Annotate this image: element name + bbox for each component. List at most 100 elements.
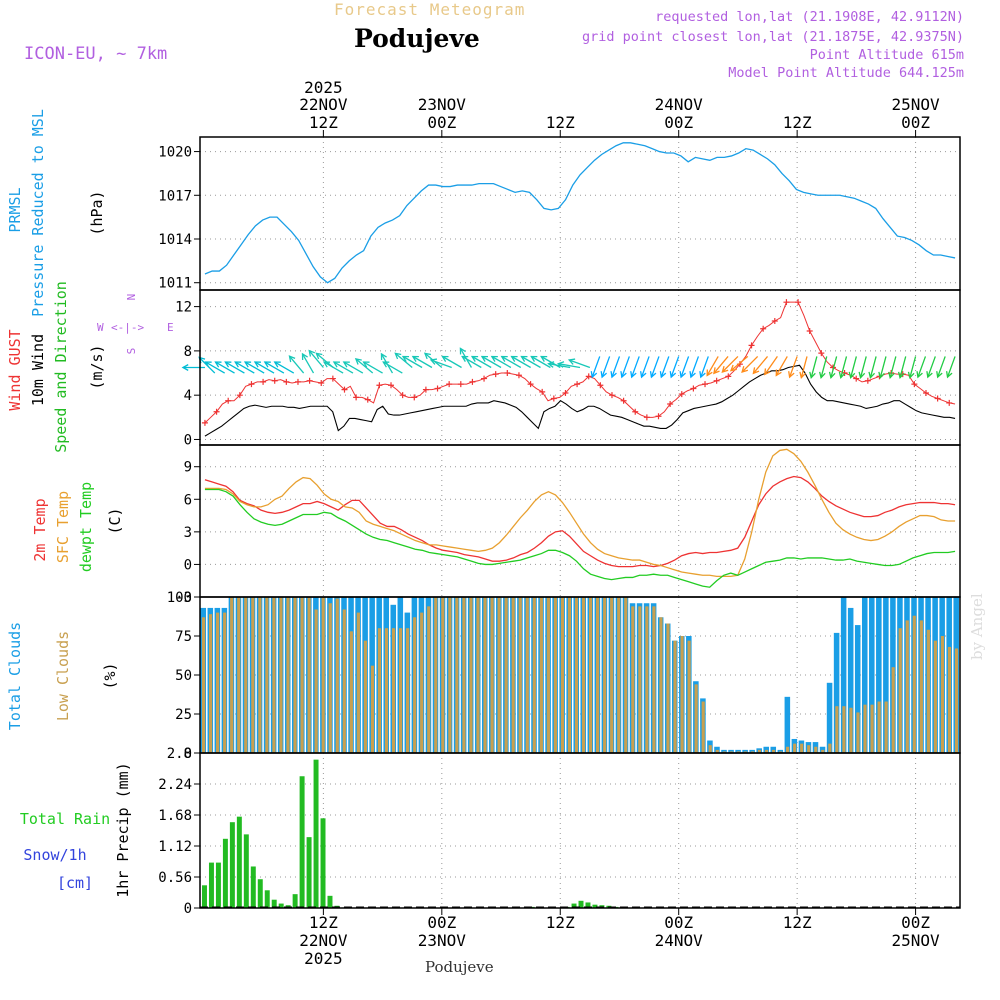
gust-marker bbox=[562, 389, 569, 396]
bottom-hour-label: 12Z bbox=[309, 913, 338, 932]
gust-line bbox=[204, 301, 956, 424]
top-hour-label: 00Z bbox=[427, 113, 456, 132]
cloud-low-bar bbox=[680, 636, 684, 753]
rain-bar bbox=[292, 894, 298, 908]
gust-marker bbox=[329, 375, 336, 382]
wind-arrow bbox=[501, 355, 522, 369]
cloud-unit-label: (%) bbox=[101, 662, 119, 689]
cloud-low-bar bbox=[708, 745, 712, 753]
rain-bar bbox=[208, 862, 214, 908]
cloud-low-bar bbox=[497, 597, 501, 753]
gust-marker bbox=[388, 382, 395, 389]
cloud-total-bar bbox=[840, 597, 847, 753]
wind-arrow bbox=[752, 356, 769, 374]
rain-bar bbox=[257, 879, 263, 908]
gust-marker bbox=[574, 381, 581, 388]
wind-arrow bbox=[859, 356, 867, 378]
wind-arrow-head bbox=[838, 371, 846, 379]
bottom-date-label: 24NOV bbox=[655, 931, 704, 950]
rain-legend-label: Total Rain bbox=[20, 810, 110, 828]
wind-arrow-head bbox=[907, 371, 915, 379]
gust-marker bbox=[283, 378, 290, 385]
y-tick-label: 1.68 bbox=[158, 808, 192, 824]
wind-arrow bbox=[917, 356, 927, 378]
location-title: Podujeve bbox=[354, 24, 480, 53]
wind-arrow-head bbox=[288, 355, 296, 363]
wind-arrow-head bbox=[897, 371, 905, 379]
snow-legend-label: Snow/1h bbox=[23, 846, 86, 864]
cloud-low-bar bbox=[258, 597, 262, 753]
cloud-low-bar bbox=[596, 597, 600, 753]
cloud-low-bar bbox=[455, 597, 459, 753]
compass-n-label: N bbox=[125, 294, 138, 301]
wind-arrow-head bbox=[470, 355, 479, 362]
wind-arrow-head bbox=[204, 361, 212, 368]
cloud-low-bar bbox=[546, 597, 550, 753]
wind-arrow bbox=[343, 361, 364, 374]
gust-marker bbox=[318, 380, 325, 386]
cloud-low-bar bbox=[251, 597, 255, 753]
wind-arrow-head bbox=[342, 361, 350, 368]
wind-arrow-head bbox=[441, 355, 449, 362]
cloud-low-bar bbox=[476, 597, 480, 753]
rain-bar bbox=[585, 902, 591, 908]
cloud-low-bar bbox=[603, 597, 607, 753]
gust-marker bbox=[655, 413, 662, 420]
wind-arrow bbox=[721, 355, 739, 373]
wind-arrow bbox=[531, 355, 551, 369]
gust-marker bbox=[341, 386, 348, 393]
rain-bar bbox=[236, 816, 242, 908]
wind-unit-label: (m/s) bbox=[88, 344, 106, 389]
wind-arrow-head bbox=[547, 361, 555, 368]
gust-marker bbox=[364, 396, 371, 403]
panel-frame bbox=[199, 444, 961, 598]
wind-arrow bbox=[810, 356, 818, 378]
cloud-low-bar bbox=[553, 597, 557, 753]
cloud-low-bar bbox=[673, 640, 677, 753]
cloud-low-bar bbox=[842, 706, 846, 753]
wind-arrow-head bbox=[828, 371, 836, 379]
wind-line bbox=[204, 364, 956, 437]
dewpoint-line bbox=[204, 488, 956, 588]
wind-arrow-head bbox=[848, 371, 856, 379]
cloud-low-bar bbox=[469, 597, 473, 753]
wind-arrow bbox=[830, 356, 838, 378]
wind-arrow-head bbox=[936, 371, 943, 379]
cloud-low-bar bbox=[828, 743, 832, 753]
cloud-low-bar bbox=[645, 606, 649, 753]
top-hour-label: 00Z bbox=[901, 113, 930, 132]
cloud-low-bar bbox=[265, 597, 269, 753]
wind-arrow bbox=[611, 356, 621, 378]
wind-arrow-head bbox=[490, 355, 498, 362]
cloud-low-bar bbox=[441, 597, 445, 753]
wind-arrow bbox=[301, 353, 315, 374]
wind-arrow bbox=[730, 355, 749, 372]
cloud-low-bar bbox=[342, 609, 346, 753]
wind-arrow bbox=[889, 356, 897, 378]
gust-marker bbox=[469, 378, 476, 385]
cloud-low-bar bbox=[940, 636, 945, 753]
cloud-low-bar bbox=[300, 597, 304, 753]
cloud-low-bar bbox=[272, 597, 276, 753]
compass-arrow-glyph: <-|-> bbox=[111, 321, 144, 334]
cloud-low-bar bbox=[370, 665, 375, 753]
cloud-low-bar bbox=[567, 597, 572, 753]
y-tick-label: 0 bbox=[184, 901, 192, 917]
wind-arrow-head bbox=[459, 347, 466, 355]
footer-location: Podujeve bbox=[425, 958, 494, 976]
wind-arrow bbox=[548, 363, 571, 369]
cloud-low-bar bbox=[856, 712, 860, 753]
gust-marker bbox=[271, 377, 278, 384]
wind-arrow-head bbox=[679, 371, 686, 379]
wind-arrow bbox=[879, 356, 887, 378]
wind-arrow-head bbox=[380, 352, 387, 360]
wind-arrow-head bbox=[689, 371, 696, 379]
cloud-low-bar bbox=[954, 648, 959, 753]
cloud-low-bar bbox=[891, 667, 895, 753]
y-tick-label: 0 bbox=[184, 432, 192, 448]
cloud-low-bar bbox=[574, 597, 579, 753]
wind-arrow bbox=[764, 356, 778, 375]
cloud-low-bar bbox=[750, 751, 755, 753]
wind-arrow-head bbox=[659, 371, 667, 379]
wind-arrow bbox=[820, 356, 828, 378]
